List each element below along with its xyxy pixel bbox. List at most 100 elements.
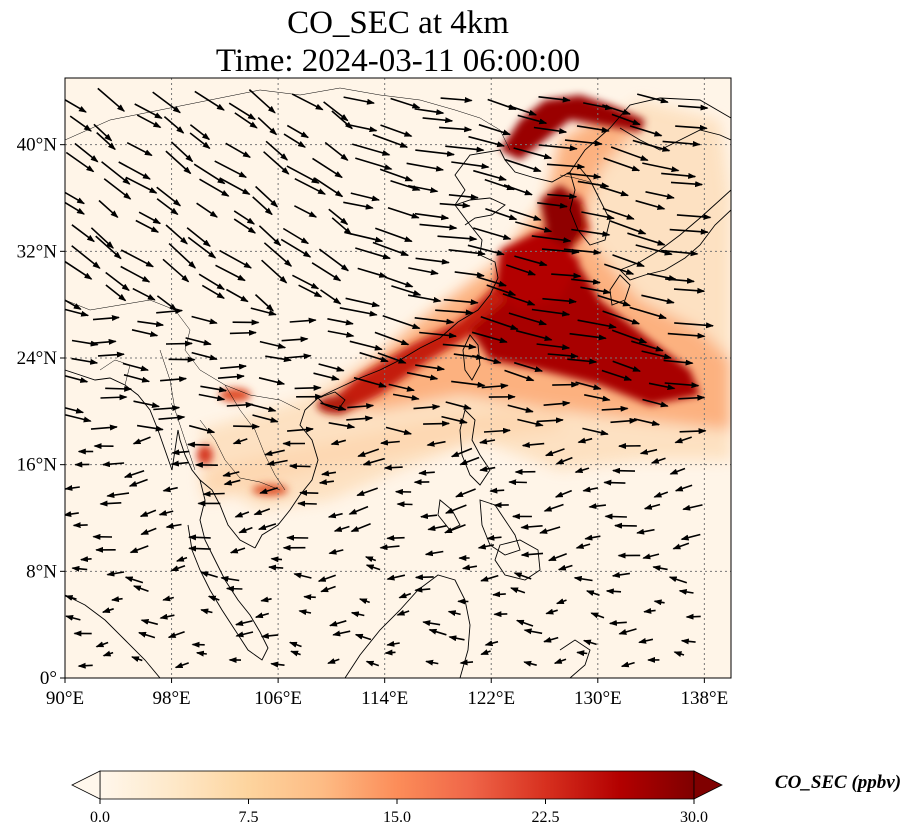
wind-arrow — [545, 608, 558, 615]
wind-arrow — [678, 588, 694, 595]
wind-arrow — [156, 186, 182, 207]
wind-arrow — [506, 264, 537, 276]
wind-arrow — [443, 298, 479, 306]
wind-arrow — [139, 509, 157, 518]
wind-arrow — [280, 238, 312, 258]
wind-arrow — [97, 87, 125, 112]
wind-arrow — [188, 424, 216, 434]
wind-arrow — [350, 523, 371, 533]
coastline-mindanao — [494, 539, 541, 581]
wind-arrow — [111, 596, 123, 603]
wind-arrow — [473, 169, 507, 181]
wind-arrow — [398, 592, 412, 599]
wind-arrow — [165, 224, 188, 245]
wind-arrow — [543, 400, 571, 407]
wind-arrow — [581, 211, 615, 220]
wind-arrow — [294, 384, 322, 391]
wind-arrow — [678, 104, 709, 111]
wind-arrow — [136, 114, 162, 129]
wind-arrow — [188, 545, 211, 552]
wind-arrow — [318, 248, 350, 272]
wind-arrow — [287, 426, 314, 433]
wind-arrow — [235, 631, 254, 638]
wind-arrow — [195, 650, 207, 657]
wind-arrow — [604, 263, 635, 275]
wind-arrow — [188, 534, 211, 541]
wind-arrow — [345, 123, 378, 133]
wind-arrow — [544, 448, 565, 457]
wind-arrow — [354, 633, 372, 641]
wind-arrow — [263, 242, 293, 267]
wind-arrow — [162, 486, 178, 493]
wind-arrow — [396, 501, 413, 508]
wind-arrow — [557, 564, 573, 571]
wind-arrow — [379, 168, 414, 182]
coastline-philippines-luzon — [459, 409, 491, 486]
wind-arrow — [555, 598, 567, 605]
wind-arrow — [380, 439, 400, 446]
wind-arrow — [503, 184, 533, 196]
wind-arrow — [99, 500, 122, 507]
plume-core-korea — [540, 185, 585, 250]
wind-arrow — [515, 619, 534, 627]
wind-arrow — [186, 441, 210, 448]
wind-arrow — [327, 330, 355, 338]
wind-arrow — [168, 243, 197, 269]
wind-arrow — [608, 619, 627, 626]
wind-arrow — [571, 228, 611, 237]
wind-arrow — [65, 151, 95, 173]
wind-arrow — [324, 141, 349, 161]
wind-arrow — [215, 264, 246, 282]
wind-arrow — [219, 177, 251, 196]
wind-arrow — [635, 199, 666, 210]
wind-arrow — [124, 576, 144, 584]
wind-arrow — [515, 329, 553, 342]
plume-southern-band — [200, 410, 560, 500]
coastline-sea-of-japan-north — [619, 127, 731, 151]
wind-arrow — [437, 235, 478, 242]
wind-arrow — [590, 612, 605, 619]
wind-arrow — [388, 383, 415, 392]
wind-arrow — [680, 533, 701, 541]
wind-arrow — [479, 466, 496, 472]
coastline-borneo — [344, 574, 471, 678]
wind-arrow — [584, 394, 611, 402]
wind-arrow — [321, 470, 337, 477]
wind-arrow — [65, 485, 80, 491]
wind-arrow — [672, 542, 690, 550]
wind-arrow — [508, 479, 527, 486]
wind-arrow — [428, 628, 447, 636]
wind-arrow — [229, 547, 246, 554]
wind-arrow — [95, 641, 109, 648]
wind-arrow — [461, 564, 478, 571]
wind-arrow — [484, 640, 499, 647]
wind-arrow — [485, 207, 518, 221]
wind-arrow — [674, 322, 714, 329]
wind-arrow — [459, 659, 474, 666]
wind-arrow — [573, 575, 593, 582]
wind-arrow — [375, 227, 413, 243]
wind-arrow — [629, 125, 663, 137]
wind-arrow — [129, 545, 149, 554]
wind-arrow — [487, 98, 517, 111]
wind-arrow — [191, 315, 218, 325]
wind-arrow — [270, 556, 283, 563]
wind-arrow — [138, 631, 156, 639]
wind-arrow — [106, 570, 125, 577]
wind-arrow — [486, 534, 502, 541]
wind-arrow — [65, 595, 77, 601]
wind-arrow — [451, 380, 486, 388]
wind-arrow — [632, 139, 671, 152]
wind-arrow — [567, 358, 598, 365]
colorbar-min-extension — [71, 770, 101, 800]
wind-arrow — [71, 565, 88, 572]
wind-arrow — [317, 574, 336, 582]
x-tick-label: 98°E — [152, 688, 190, 709]
plot-frame — [64, 77, 732, 679]
wind-arrow — [685, 613, 701, 620]
plume-patch-gulf — [317, 396, 353, 414]
wind-arrow — [492, 591, 506, 598]
wind-arrow — [349, 340, 383, 351]
wind-arrow — [264, 449, 285, 457]
wind-arrow — [199, 178, 230, 197]
